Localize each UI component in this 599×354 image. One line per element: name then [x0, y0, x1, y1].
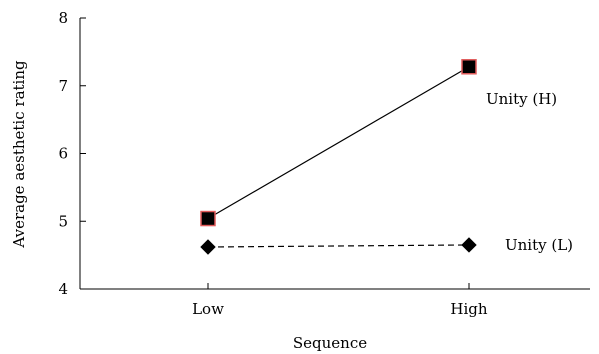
series-unity-h: Unity (H)	[200, 59, 557, 227]
data-point-square	[200, 210, 216, 227]
data-point-diamond	[461, 237, 477, 253]
y-axis-title: Average aesthetic rating	[10, 60, 28, 249]
y-tick-label: 6	[58, 145, 68, 163]
data-point-square	[461, 59, 477, 75]
series-label: Unity (L)	[505, 236, 573, 254]
y-ticks: 4 5 6 7 8	[58, 9, 86, 298]
x-axis-title: Sequence	[293, 334, 367, 352]
x-tick-label: High	[450, 300, 487, 318]
data-point-diamond	[200, 239, 216, 255]
y-tick-label: 4	[58, 280, 68, 298]
y-tick-label: 8	[58, 9, 68, 27]
series-label: Unity (H)	[486, 90, 557, 108]
y-tick-label: 5	[58, 212, 68, 230]
series-line	[207, 244, 470, 248]
x-ticks: Low High	[192, 283, 488, 318]
series-unity-l: Unity (L)	[200, 236, 573, 255]
series-line	[207, 66, 470, 220]
x-tick-label: Low	[192, 300, 224, 318]
y-tick-label: 7	[58, 77, 68, 95]
series-group: Unity (H) Unity (L)	[200, 59, 573, 255]
